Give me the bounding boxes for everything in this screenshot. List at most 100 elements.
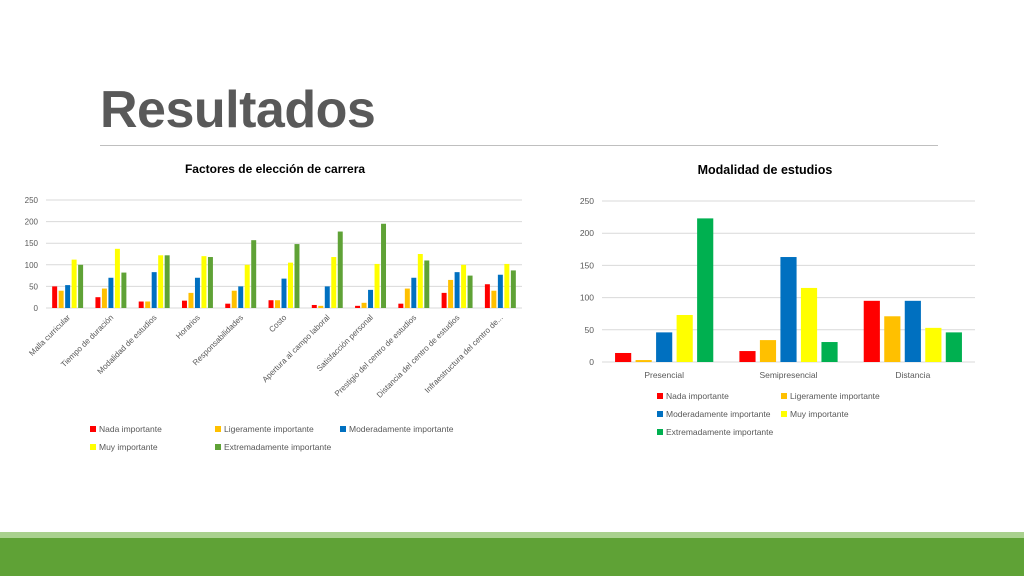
legend-swatch xyxy=(657,411,663,417)
y-tick-label: 50 xyxy=(29,282,38,291)
bar xyxy=(884,316,901,362)
x-tick-label: Semipresencial xyxy=(759,370,817,380)
y-tick-label: 100 xyxy=(25,261,39,270)
title-divider xyxy=(100,145,938,146)
bar xyxy=(231,290,237,308)
legend-item: Moderadamente importante xyxy=(657,409,771,419)
bar xyxy=(114,248,120,308)
bar xyxy=(441,292,447,308)
bar xyxy=(821,342,838,362)
bar xyxy=(95,297,101,308)
bar xyxy=(404,288,410,308)
legend-item: Nada importante xyxy=(90,424,162,434)
bar xyxy=(288,262,293,308)
legend-item: Nada importante xyxy=(657,391,729,401)
bar xyxy=(615,352,632,362)
bar xyxy=(374,263,380,308)
x-tick-label: Presencial xyxy=(644,370,684,380)
bar xyxy=(863,300,880,362)
bar xyxy=(454,272,460,308)
legend-swatch xyxy=(657,393,663,399)
x-tick-label: Costo xyxy=(267,313,289,335)
x-tick-label: Distancia del centro de estudios xyxy=(375,313,462,400)
bar xyxy=(411,277,417,308)
legend-item: Extremadamente importante xyxy=(215,442,332,452)
legend-swatch xyxy=(781,411,787,417)
y-tick-label: 0 xyxy=(589,357,594,367)
bar xyxy=(311,304,317,308)
bar xyxy=(275,300,280,308)
slide-title: Resultados xyxy=(100,81,376,139)
legend-item: Muy importante xyxy=(781,409,849,419)
bar xyxy=(164,255,170,308)
y-tick-label: 150 xyxy=(25,239,39,248)
bar xyxy=(331,257,337,308)
legend-swatch xyxy=(215,444,221,450)
bar xyxy=(381,223,387,308)
bar xyxy=(294,244,300,308)
bar xyxy=(368,289,374,308)
bar xyxy=(467,275,473,308)
legend-label: Moderadamente importante xyxy=(349,424,454,434)
x-tick-label: Prestigio del centro de estudios xyxy=(333,313,418,398)
bar xyxy=(461,264,467,308)
bar xyxy=(194,277,200,308)
legend-item: Moderadamente importante xyxy=(340,424,454,434)
legend-label: Nada importante xyxy=(99,424,162,434)
bar xyxy=(324,286,330,308)
bar xyxy=(108,277,114,308)
y-tick-label: 50 xyxy=(585,325,595,335)
bar xyxy=(225,303,231,308)
bar xyxy=(424,260,430,308)
bar xyxy=(497,274,503,308)
legend-label: Extremadamente importante xyxy=(666,427,774,437)
bar xyxy=(268,300,274,308)
bar xyxy=(201,256,207,308)
bar xyxy=(207,257,213,308)
legend-label: Extremadamente importante xyxy=(224,442,332,452)
legend-label: Ligeramente importante xyxy=(224,424,314,434)
legend-swatch xyxy=(90,444,96,450)
bar xyxy=(780,257,797,362)
bar xyxy=(697,218,714,362)
x-tick-label: Malla curricular xyxy=(27,313,72,358)
legend-label: Moderadamente importante xyxy=(666,409,771,419)
bar xyxy=(510,270,516,308)
bar xyxy=(355,305,361,308)
legend-item: Extremadamente importante xyxy=(657,427,774,437)
footer-accent-light xyxy=(0,532,1024,538)
bar xyxy=(904,300,921,362)
bar xyxy=(121,272,127,308)
legend-item: Ligeramente importante xyxy=(215,424,314,434)
bar xyxy=(145,301,151,308)
legend-label: Muy importante xyxy=(99,442,158,452)
legend-label: Ligeramente importante xyxy=(790,391,880,401)
bar xyxy=(181,300,187,308)
bar xyxy=(635,360,652,362)
bar xyxy=(361,302,367,308)
y-tick-label: 150 xyxy=(580,260,594,270)
bar xyxy=(739,351,756,362)
bar xyxy=(337,231,343,308)
modalidad-chart: Modalidad de estudios 0 50 100 150 200 250 Pr… xyxy=(580,163,975,437)
bar xyxy=(101,288,107,308)
y-tick-label: 200 xyxy=(25,218,39,227)
bar xyxy=(925,327,942,362)
legend-swatch xyxy=(90,426,96,432)
legend-swatch xyxy=(340,426,346,432)
bar xyxy=(491,290,497,308)
bar xyxy=(78,264,84,308)
bar xyxy=(945,332,962,362)
bar xyxy=(448,279,454,308)
bar xyxy=(138,301,144,308)
y-tick-label: 250 xyxy=(580,196,594,206)
chart-title: Factores de elección de carrera xyxy=(185,162,365,176)
bar xyxy=(188,292,194,308)
bar xyxy=(484,284,490,308)
chart-title: Modalidad de estudios xyxy=(698,163,833,177)
bar xyxy=(52,286,58,308)
y-tick-label: 0 xyxy=(34,304,39,313)
bar xyxy=(656,332,673,362)
y-tick-label: 100 xyxy=(580,293,594,303)
x-tick-label: Distancia xyxy=(895,370,930,380)
